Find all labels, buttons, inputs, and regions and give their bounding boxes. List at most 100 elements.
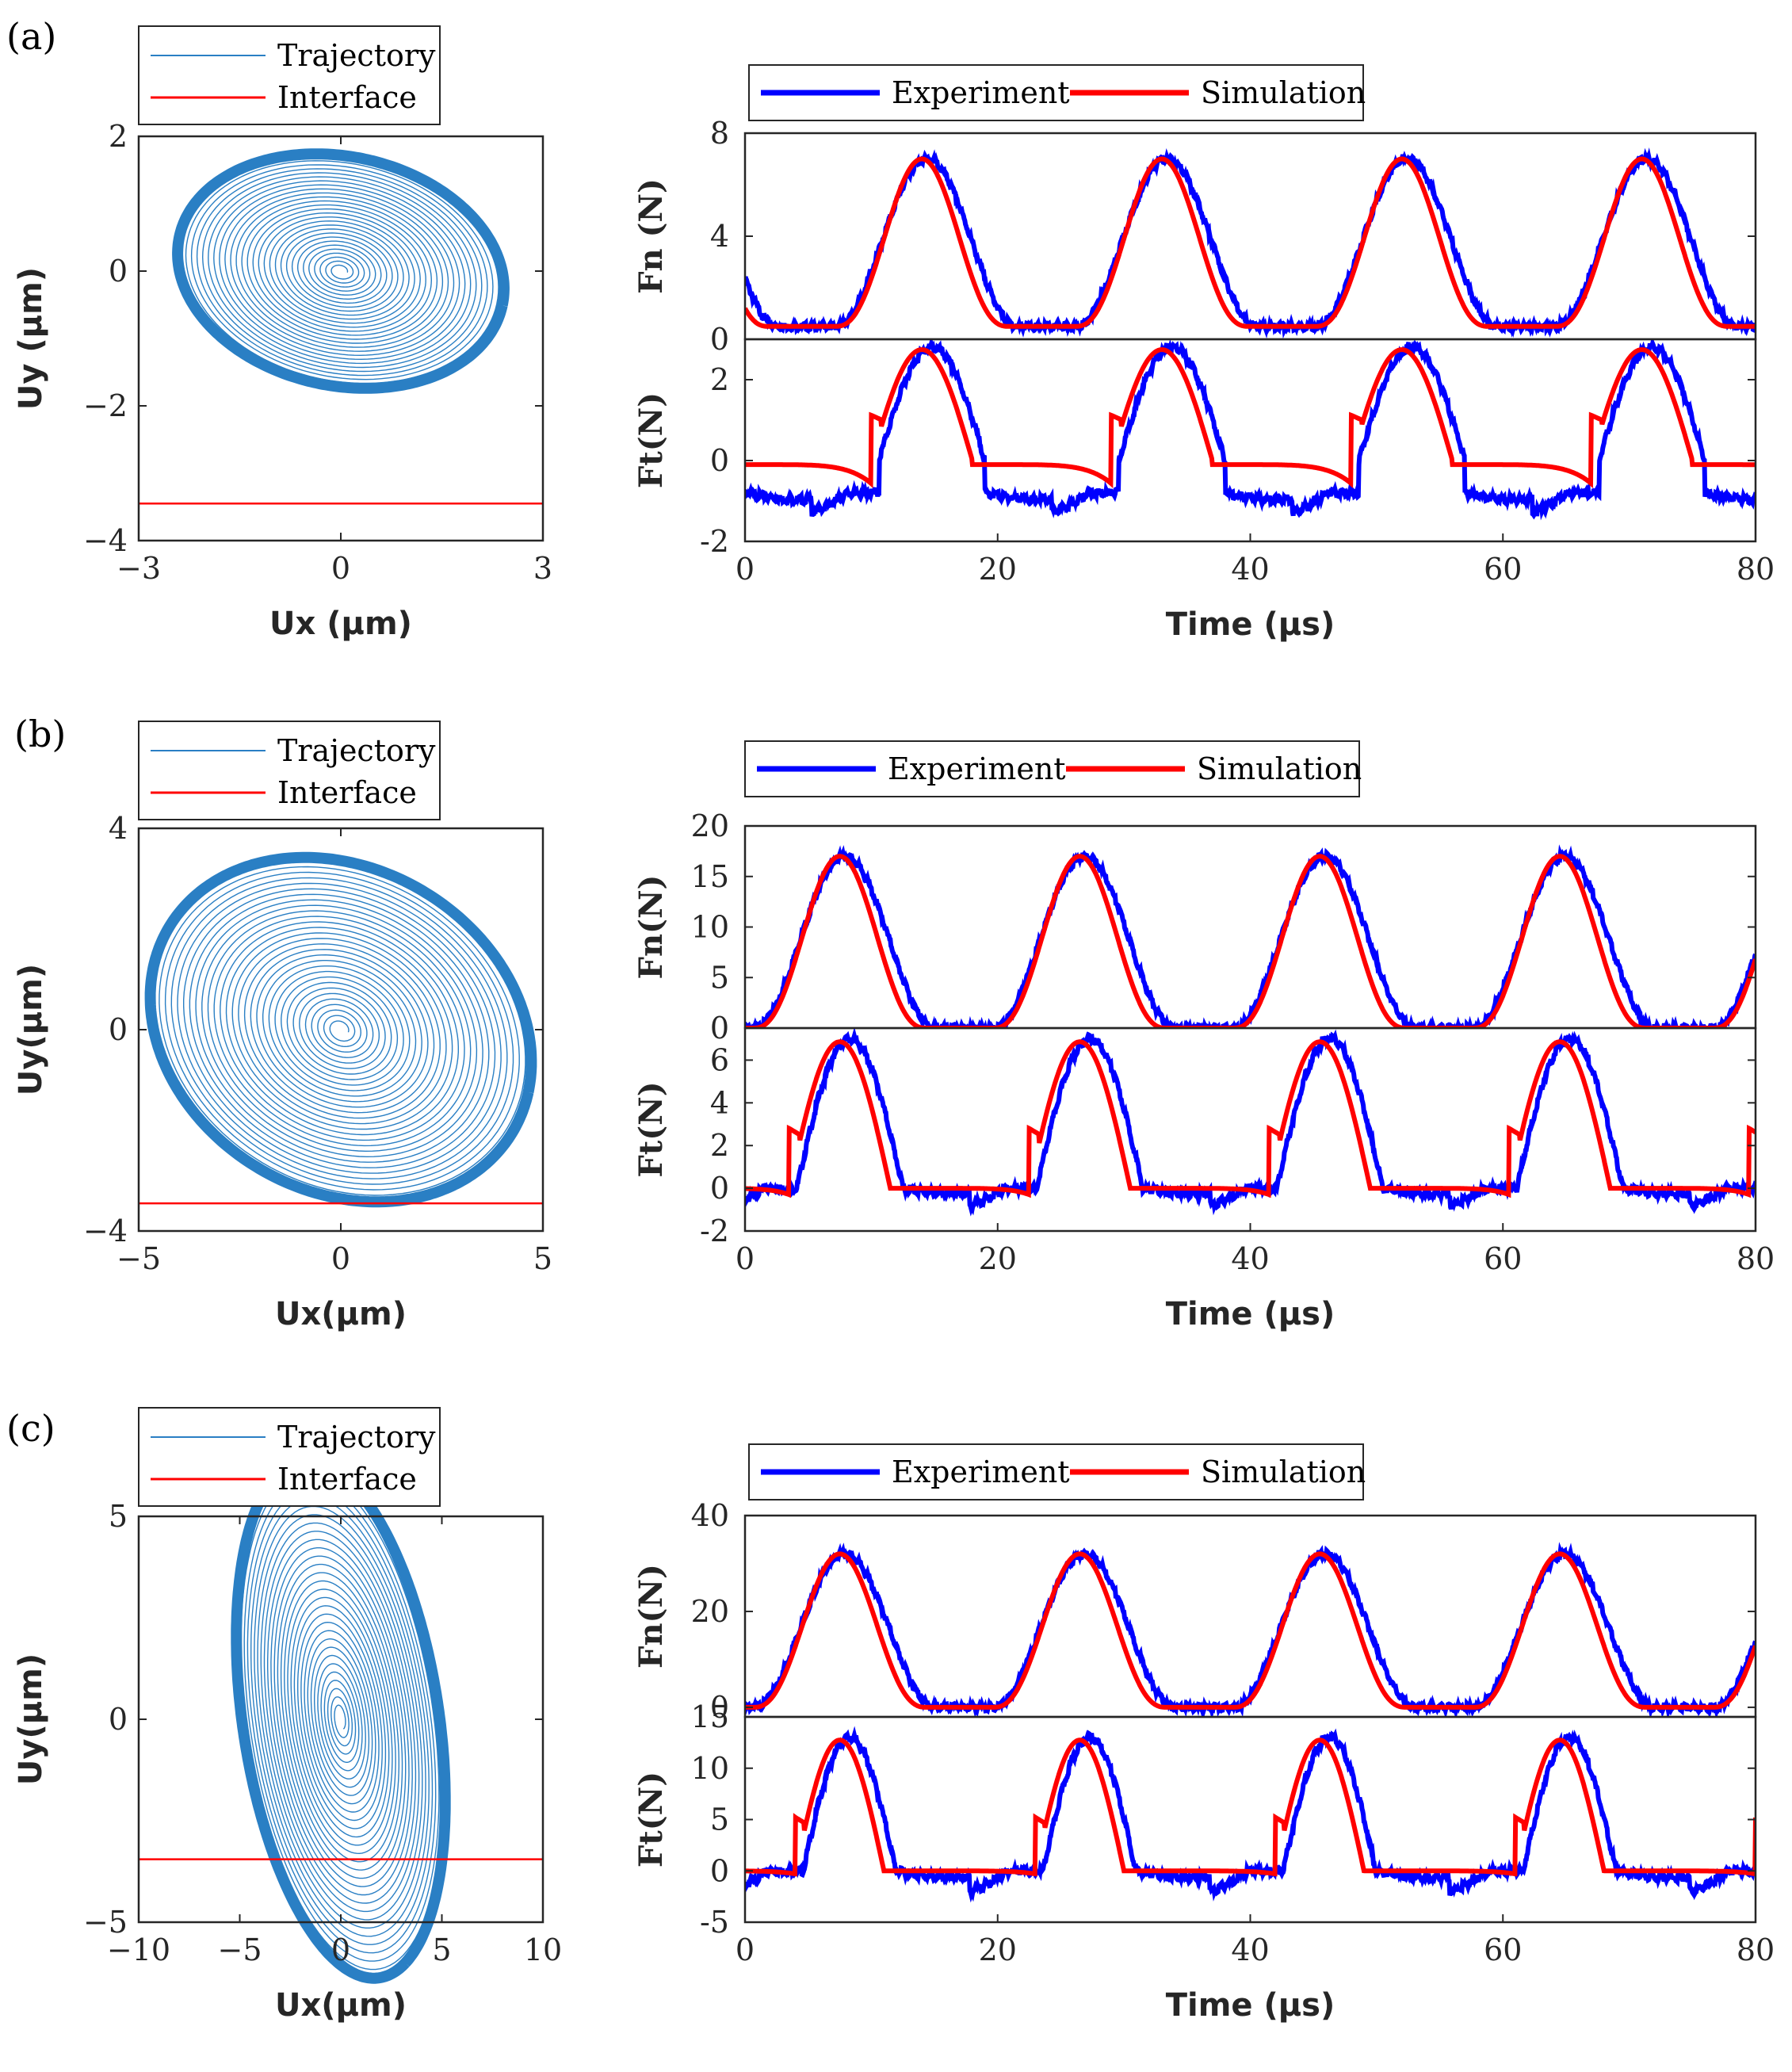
plots-layer: −3 0 3 −4 −2 0 2 Ux (μm) Uy (μm) Trajectory Interf… (13, 25, 1775, 2024)
x-tick-label: 80 (1737, 1932, 1775, 1967)
x-tick-label: 80 (1737, 552, 1775, 587)
x-tick-label: 3 (533, 551, 552, 586)
simulation-series (745, 1737, 1756, 1877)
x-axis-label: Ux(μm) (275, 1296, 407, 1332)
y-tick-label: −5 (83, 1905, 128, 1940)
y-axis-label: Uy(μm) (13, 1653, 49, 1785)
simulation-series (745, 1039, 1756, 1198)
x-tick-label: 60 (1484, 1932, 1522, 1967)
fn-subplot: 0 5 10 15 20 Fn(N) (632, 809, 1757, 1046)
experiment-series (745, 1542, 1756, 1717)
y-tick-label: 0 (710, 1011, 729, 1046)
y-tick-label: 0 (710, 1171, 729, 1206)
trajectory-series (152, 860, 529, 1202)
y-tick-label: 0 (710, 322, 729, 357)
x-axis-label: Time (μs) (1166, 1987, 1335, 2024)
y-tick-label: 5 (109, 1499, 128, 1534)
trajectory-outer-ring (172, 148, 510, 394)
x-tick-label: 60 (1484, 552, 1522, 587)
x-tick-label: 10 (524, 1932, 562, 1967)
x-tick-label: 5 (432, 1932, 451, 1967)
y-tick-label: -2 (700, 524, 729, 559)
fn-subplot: 0 4 8 Fn (N) (632, 116, 1757, 357)
legend-box (138, 25, 441, 125)
experiment-series (745, 844, 1756, 1028)
x-tick-label: 60 (1484, 1241, 1522, 1276)
y-tick-label: 2 (710, 362, 729, 397)
x-tick-label: 40 (1231, 1932, 1269, 1967)
x-tick-label: 40 (1231, 1241, 1269, 1276)
experiment-series (745, 1028, 1756, 1217)
legend-label-simulation: Simulation (1197, 751, 1362, 786)
y-tick-label: −4 (83, 523, 128, 558)
y-tick-label: 10 (691, 1751, 729, 1786)
y-tick-label: 4 (710, 1085, 729, 1120)
trajectory-plot-0: −3 0 3 −4 −2 0 2 Ux (μm) Uy (μm) Trajectory Interf… (13, 25, 552, 642)
legend-label-trajectory: Trajectory (277, 38, 436, 73)
y-axis-label: Fn (N) (632, 178, 670, 294)
panel-label-c: (c) (6, 1407, 55, 1450)
y-axis-label: Ft(N) (632, 392, 670, 488)
y-axis-label: Uy (μm) (13, 267, 49, 410)
x-tick-label: 0 (331, 551, 350, 586)
y-tick-label: 10 (691, 910, 729, 945)
fn-subplot: 0 20 40 Fn(N) (632, 1498, 1757, 1725)
x-axis-label: Ux(μm) (275, 1987, 407, 2024)
x-tick-label: −5 (217, 1932, 262, 1967)
x-tick-label: 20 (979, 1241, 1017, 1276)
y-axis-label: Fn(N) (632, 875, 670, 980)
y-tick-label: 8 (710, 116, 729, 151)
y-tick-label: -2 (700, 1214, 729, 1248)
x-tick-label: −3 (117, 551, 161, 586)
x-axis-label: Ux (μm) (269, 606, 412, 642)
panel-label-b: (b) (14, 713, 66, 755)
trajectory-plot-2: −5 0 5 −4 0 4 Ux(μm) Uy(μm) Trajectory Interface (13, 721, 552, 1332)
simulation-series (745, 854, 1756, 1028)
y-tick-label: 6 (710, 1042, 729, 1077)
x-tick-label: 0 (736, 1932, 755, 1967)
legend-label-simulation: Simulation (1201, 1455, 1366, 1489)
y-tick-label: 2 (710, 1128, 729, 1163)
x-axis-label: Time (μs) (1166, 606, 1335, 643)
simulation-series (745, 156, 1756, 329)
x-tick-label: 20 (979, 1932, 1017, 1967)
trajectory-plot-4: −10 −5 0 5 10−505Ux(μm)Uy(μm)TrajectoryInter… (13, 1407, 562, 2024)
y-tick-label: 40 (691, 1498, 729, 1533)
legend-box (138, 721, 441, 820)
y-tick-label: 0 (109, 254, 128, 289)
y-tick-label: −2 (83, 388, 128, 423)
legend-label-interface: Interface (277, 1462, 417, 1497)
y-axis-label: Uy(μm) (13, 964, 49, 1095)
y-tick-label: -5 (700, 1905, 729, 1940)
legend-label-interface: Interface (277, 80, 417, 115)
panel-label-a: (a) (6, 15, 56, 58)
x-axis-label: Time (μs) (1166, 1296, 1335, 1332)
legend-label-experiment: Experiment (888, 751, 1066, 786)
y-tick-label: 4 (710, 219, 729, 254)
legend-label-simulation: Simulation (1201, 75, 1366, 110)
y-tick-label: −4 (83, 1214, 128, 1248)
trajectory-outer-ring (144, 851, 537, 1208)
axes-box (743, 1026, 1757, 1233)
y-tick-label: 2 (109, 119, 128, 154)
x-tick-label: −10 (107, 1932, 170, 1967)
legend-label-experiment: Experiment (892, 1455, 1070, 1489)
experiment-series (745, 339, 1756, 521)
y-tick-label: 5 (710, 960, 729, 995)
x-tick-label: 40 (1231, 552, 1269, 587)
simulation-series (745, 1551, 1756, 1710)
y-tick-label: 0 (710, 1853, 729, 1888)
x-tick-label: −5 (117, 1241, 161, 1276)
legend-label-interface: Interface (277, 775, 417, 810)
x-tick-label: 0 (736, 552, 755, 587)
x-tick-label: 80 (1737, 1241, 1775, 1276)
y-tick-label: 4 (109, 811, 128, 846)
y-axis-label: Fn(N) (632, 1564, 670, 1669)
legend-box (138, 1407, 441, 1507)
y-tick-label: 20 (691, 809, 729, 843)
